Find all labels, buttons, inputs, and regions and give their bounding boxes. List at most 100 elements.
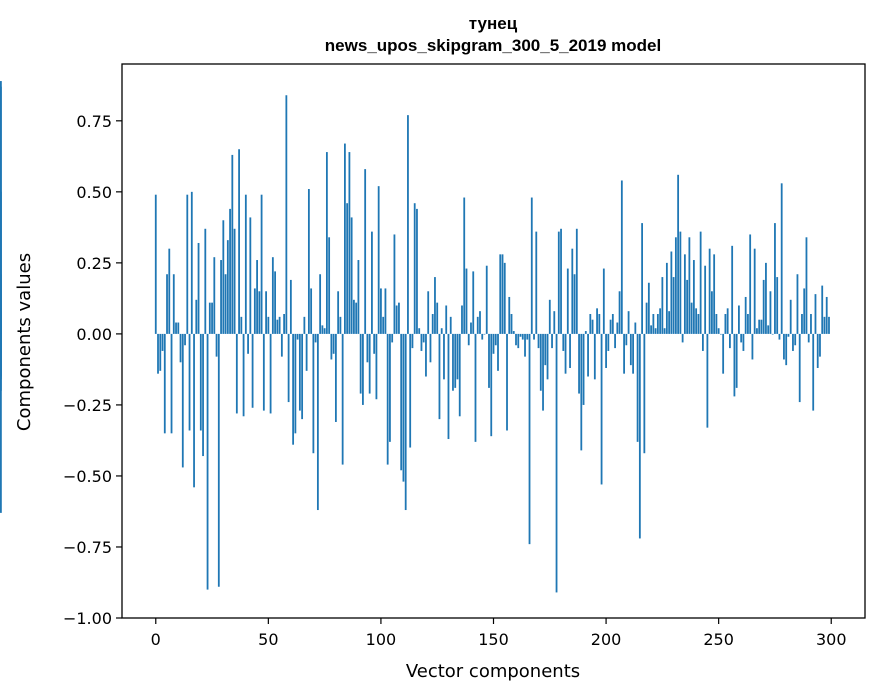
bar bbox=[204, 228, 207, 334]
bar bbox=[747, 314, 749, 334]
bar bbox=[190, 191, 193, 334]
bar bbox=[785, 333, 788, 366]
bar bbox=[623, 333, 625, 374]
bar bbox=[683, 254, 686, 334]
bar bbox=[738, 305, 740, 334]
bar bbox=[253, 288, 256, 334]
bar bbox=[652, 314, 655, 334]
bar bbox=[749, 234, 752, 334]
bar bbox=[476, 316, 479, 334]
bar bbox=[488, 333, 490, 388]
bar bbox=[618, 291, 621, 334]
bar bbox=[780, 183, 783, 334]
bar bbox=[409, 333, 412, 448]
bar bbox=[497, 333, 499, 371]
bar bbox=[771, 333, 774, 335]
bar bbox=[578, 333, 580, 394]
bar bbox=[776, 277, 779, 334]
bar bbox=[211, 302, 213, 334]
bar bbox=[742, 333, 745, 351]
bar bbox=[607, 333, 610, 351]
bar bbox=[753, 248, 756, 334]
bar bbox=[359, 333, 362, 394]
bar bbox=[479, 311, 481, 334]
bar bbox=[307, 189, 310, 334]
bar bbox=[0, 191, 2, 334]
bar bbox=[665, 262, 668, 334]
bar bbox=[251, 333, 254, 408]
bar bbox=[672, 277, 675, 334]
bar bbox=[357, 260, 360, 334]
bar bbox=[447, 333, 450, 440]
bar bbox=[726, 308, 729, 334]
bar bbox=[756, 328, 758, 334]
bar bbox=[593, 333, 596, 380]
bar bbox=[575, 228, 578, 334]
x-tick-label: 0 bbox=[151, 630, 161, 649]
bar bbox=[521, 333, 524, 340]
bar bbox=[175, 322, 177, 334]
bar bbox=[620, 180, 623, 334]
bar bbox=[774, 223, 776, 334]
bar bbox=[819, 333, 821, 357]
bar bbox=[596, 308, 598, 334]
bar bbox=[238, 149, 240, 334]
bar bbox=[470, 322, 472, 334]
bar bbox=[625, 333, 628, 346]
bar bbox=[717, 328, 720, 334]
bar bbox=[801, 314, 803, 334]
bar bbox=[519, 333, 522, 337]
bar bbox=[283, 314, 286, 334]
bars-group bbox=[0, 81, 830, 593]
bar bbox=[278, 316, 281, 334]
bar bbox=[256, 260, 258, 334]
bar bbox=[510, 314, 513, 334]
bar bbox=[413, 203, 416, 334]
bar bbox=[803, 288, 806, 334]
bar bbox=[636, 333, 639, 442]
bar bbox=[353, 299, 355, 334]
bar bbox=[301, 333, 304, 420]
bar bbox=[321, 325, 324, 334]
bar bbox=[298, 333, 301, 411]
bar bbox=[382, 316, 385, 334]
bar bbox=[735, 333, 738, 388]
bar bbox=[0, 308, 2, 334]
bar bbox=[422, 333, 425, 343]
bar bbox=[429, 333, 432, 363]
bar bbox=[674, 237, 677, 334]
bar bbox=[828, 316, 830, 334]
bar bbox=[611, 314, 614, 334]
bar bbox=[584, 331, 587, 334]
bar bbox=[445, 305, 448, 334]
bar bbox=[697, 314, 700, 334]
bar bbox=[438, 333, 441, 420]
bar bbox=[508, 296, 511, 334]
bar bbox=[402, 333, 405, 482]
bar bbox=[434, 277, 436, 334]
bar bbox=[551, 333, 553, 349]
bar bbox=[708, 248, 711, 334]
bar bbox=[197, 242, 200, 334]
bar bbox=[348, 152, 351, 334]
bar bbox=[530, 197, 533, 334]
bar bbox=[548, 299, 551, 334]
bar bbox=[316, 333, 319, 511]
bar bbox=[524, 333, 526, 357]
y-tick-label: −1.00 bbox=[63, 609, 112, 628]
bar bbox=[440, 328, 443, 334]
bar bbox=[499, 254, 502, 334]
bar bbox=[226, 240, 229, 334]
y-tick-label: −0.75 bbox=[63, 538, 112, 557]
bar bbox=[188, 333, 191, 431]
bar bbox=[503, 262, 506, 334]
bar bbox=[731, 245, 734, 334]
bar bbox=[769, 291, 772, 334]
bar bbox=[686, 279, 689, 334]
bar bbox=[260, 194, 263, 334]
bar bbox=[537, 333, 540, 349]
bar bbox=[206, 333, 209, 590]
bar bbox=[213, 257, 216, 334]
bar bbox=[222, 220, 225, 334]
